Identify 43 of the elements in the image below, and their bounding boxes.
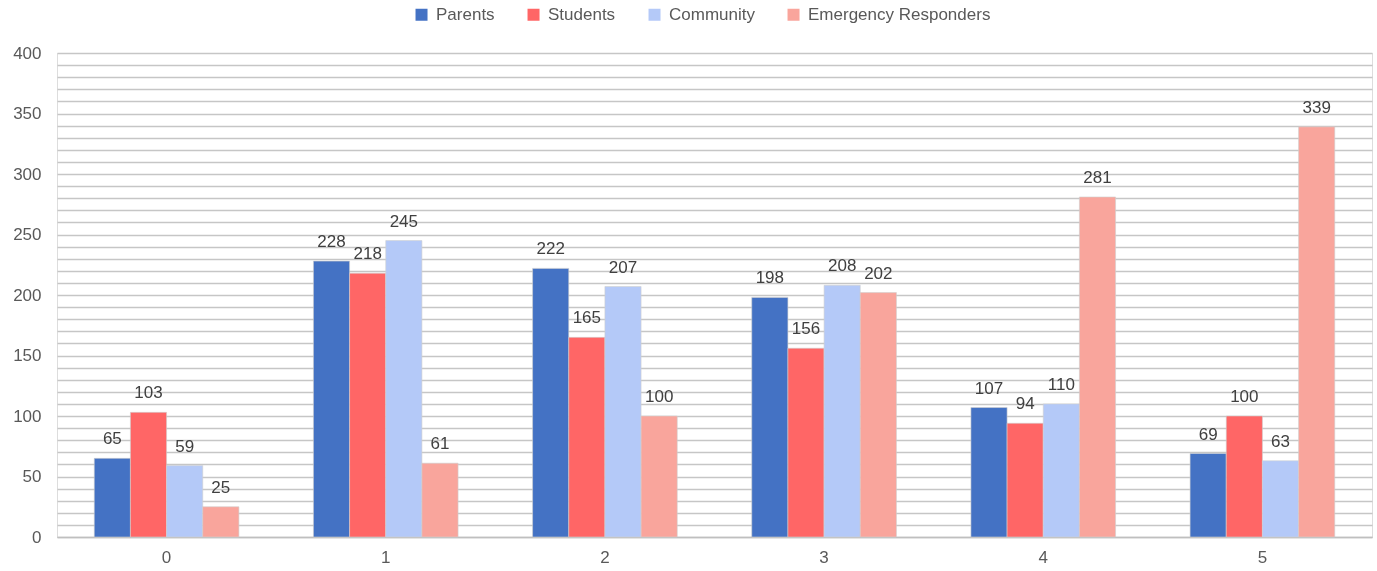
y-tick-label: 350: [13, 104, 42, 123]
y-tick-label: 100: [13, 406, 42, 426]
y-tick-label: 250: [13, 225, 42, 244]
data-label: 59: [175, 436, 195, 456]
x-tick-label: 3: [819, 547, 829, 567]
x-tick-label: 1: [381, 547, 391, 567]
data-label: 63: [1271, 431, 1290, 451]
data-label: 25: [211, 477, 231, 497]
data-label: 65: [102, 429, 122, 449]
x-tick-label: 5: [1257, 547, 1268, 567]
y-tick-label: 150: [13, 346, 42, 365]
legend-label: Students: [548, 4, 616, 24]
x-tick-label: 2: [600, 547, 610, 567]
data-label: 100: [1230, 387, 1259, 406]
data-label: 94: [1015, 394, 1035, 414]
y-tick-label: 0: [32, 527, 42, 547]
data-label: 202: [864, 263, 893, 283]
data-label: 156: [791, 319, 821, 339]
y-tick-label: 400: [13, 43, 42, 63]
legend-label: Emergency Responders: [808, 4, 991, 24]
data-label: 107: [974, 378, 1004, 398]
data-label: 69: [1198, 424, 1218, 444]
x-tick-label: 4: [1038, 547, 1048, 567]
data-label: 222: [536, 239, 565, 259]
data-label: 245: [389, 211, 419, 231]
data-label: 103: [134, 383, 163, 403]
y-tick-label: 300: [13, 164, 42, 184]
data-label: 198: [755, 268, 785, 288]
legend-label: Community: [669, 4, 756, 24]
y-tick-label: 50: [22, 467, 42, 486]
data-label: 61: [430, 434, 450, 454]
data-label: 208: [827, 256, 857, 276]
data-label: 228: [317, 232, 346, 252]
data-label: 100: [644, 387, 674, 406]
data-label: 281: [1083, 167, 1112, 187]
data-label: 110: [1047, 374, 1075, 394]
y-tick-label: 200: [13, 285, 42, 305]
x-tick-label: 0: [161, 547, 172, 567]
data-label: 165: [572, 308, 602, 328]
data-label: 207: [608, 257, 638, 277]
legend-label: Parents: [436, 4, 495, 24]
data-label: 339: [1302, 97, 1331, 117]
data-label: 218: [353, 244, 382, 264]
